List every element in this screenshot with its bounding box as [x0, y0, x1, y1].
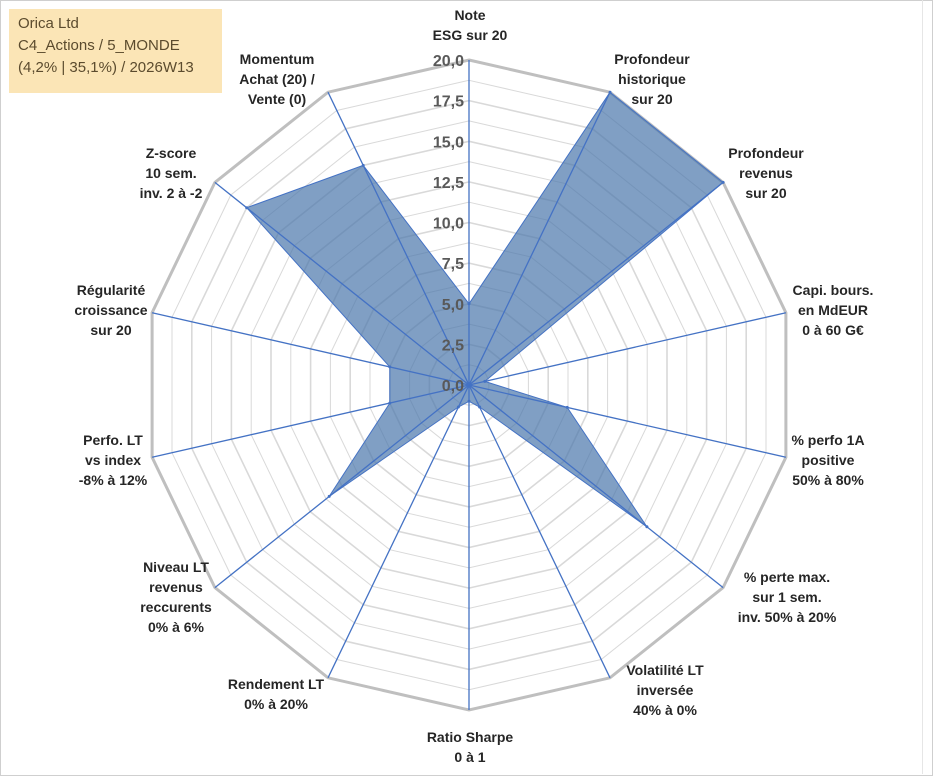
- axis-label-line: historique: [618, 71, 686, 87]
- axis-spoke: [214, 181, 470, 386]
- axis-label-line: Ratio Sharpe: [427, 729, 514, 745]
- axis-label-line: % perfo 1A: [791, 432, 864, 448]
- tick-label: 5,0: [442, 297, 464, 314]
- axis-label-line: vs index: [85, 452, 141, 468]
- axis-label-line: 10 sem.: [145, 165, 196, 181]
- axis-label-line: inv. 50% à 20%: [738, 609, 837, 625]
- axis-label-line: Régularité: [77, 282, 146, 298]
- axis-label-line: Achat (20) /: [239, 71, 315, 87]
- tick-label: 7,5: [442, 256, 464, 273]
- axis-spoke: [468, 181, 724, 386]
- axis-label: Ratio Sharpe 0 à 1: [427, 729, 514, 765]
- axis-label: Z-score 10 sem. inv. 2 à -2: [140, 145, 203, 201]
- axis-spoke: [327, 384, 470, 679]
- tick-label: 0,0: [442, 378, 464, 395]
- axis-label: Niveau LT revenus reccurents 0% à 6%: [140, 559, 212, 635]
- axis-spoke: [327, 91, 470, 386]
- axis-label-line: Profondeur: [728, 145, 804, 161]
- axis-spoke: [468, 384, 724, 589]
- tick-label: 2,5: [442, 337, 464, 354]
- axis-label-line: sur 20: [90, 322, 131, 338]
- axis-labels: Note ESG sur 20 Profondeur historique sur 20…: [74, 7, 873, 765]
- category-path: C4_Actions / 5_MONDE: [18, 37, 180, 54]
- tick-label: 15,0: [433, 134, 464, 151]
- axis-spoke: [468, 384, 611, 679]
- axis-label-line: sur 20: [745, 185, 786, 201]
- axis-label-line: Profondeur: [614, 51, 690, 67]
- axis-label-line: Niveau LT: [143, 559, 209, 575]
- axis-label-line: % perte max.: [744, 569, 830, 585]
- spoke-layer: [151, 60, 787, 710]
- axis-label-line: Vente (0): [248, 91, 306, 107]
- tick-label: 10,0: [433, 216, 464, 233]
- tick-label: 12,5: [433, 175, 464, 192]
- axis-label-line: inversée: [637, 682, 694, 698]
- axis-label-line: revenus: [739, 165, 793, 181]
- axis-label-line: 50% à 80%: [792, 472, 864, 488]
- axis-label-line: ESG sur 20: [433, 27, 508, 43]
- axis-label-line: revenus: [149, 579, 203, 595]
- axis-label-line: Rendement LT: [228, 676, 325, 692]
- axis-label: % perte max. sur 1 sem. inv. 50% à 20%: [738, 569, 837, 625]
- axis-label-line: Perfo. LT: [83, 432, 143, 448]
- axis-label: Volatilité LT inversée 40% à 0%: [626, 662, 704, 718]
- axis-spoke: [151, 312, 470, 386]
- axis-spoke: [468, 312, 787, 386]
- axis-label-line: Note: [454, 7, 485, 23]
- axis-label: % perfo 1A positive 50% à 80%: [791, 432, 864, 488]
- axis-spoke: [214, 384, 470, 589]
- axis-label-line: sur 1 sem.: [752, 589, 821, 605]
- tick-label: 17,5: [433, 94, 464, 111]
- window-edge-rule: [922, 0, 923, 774]
- axis-label: Capi. bours. en MdEUR 0 à 60 G€: [793, 282, 874, 338]
- company-name: Orica Ltd: [18, 15, 79, 32]
- axis-label: Régularité croissance sur 20: [74, 282, 147, 338]
- axis-label-line: en MdEUR: [798, 302, 868, 318]
- axis-label: Note ESG sur 20: [433, 7, 508, 43]
- axis-label-line: positive: [802, 452, 855, 468]
- axis-label: Rendement LT 0% à 20%: [228, 676, 325, 712]
- tick-label: 20,0: [433, 53, 464, 70]
- axis-spoke: [468, 91, 611, 386]
- axis-label-line: Capi. bours.: [793, 282, 874, 298]
- axis-label-line: 0% à 20%: [244, 696, 308, 712]
- axis-label: Momentum Achat (20) / Vente (0): [239, 51, 315, 107]
- axis-label-line: croissance: [74, 302, 147, 318]
- axis-label-line: Momentum: [240, 51, 315, 67]
- axis-spoke: [468, 384, 787, 458]
- tick-labels: 0,0 2,5 5,0 7,5 10,0 12,5 15,0 17,5 20,0: [433, 53, 464, 395]
- axis-label-line: Z-score: [146, 145, 197, 161]
- axis-label: Perfo. LT vs index -8% à 12%: [79, 432, 148, 488]
- axis-spoke: [151, 384, 470, 458]
- axis-label-line: 0 à 1: [454, 749, 485, 765]
- period-stats: (4,2% | 35,1%) / 2026W13: [18, 59, 194, 76]
- axis-label-line: inv. 2 à -2: [140, 185, 203, 201]
- axis-label: Profondeur revenus sur 20: [728, 145, 804, 201]
- axis-label-line: 0 à 60 G€: [802, 322, 864, 338]
- info-box: Orica Ltd C4_Actions / 5_MONDE (4,2% | 3…: [9, 9, 222, 93]
- axis-label-line: reccurents: [140, 599, 212, 615]
- axis-label-line: 40% à 0%: [633, 702, 697, 718]
- axis-label: Profondeur historique sur 20: [614, 51, 690, 107]
- axis-label-line: sur 20: [631, 91, 672, 107]
- axis-label-line: 0% à 6%: [148, 619, 205, 635]
- axis-label-line: -8% à 12%: [79, 472, 148, 488]
- axis-label-line: Volatilité LT: [626, 662, 704, 678]
